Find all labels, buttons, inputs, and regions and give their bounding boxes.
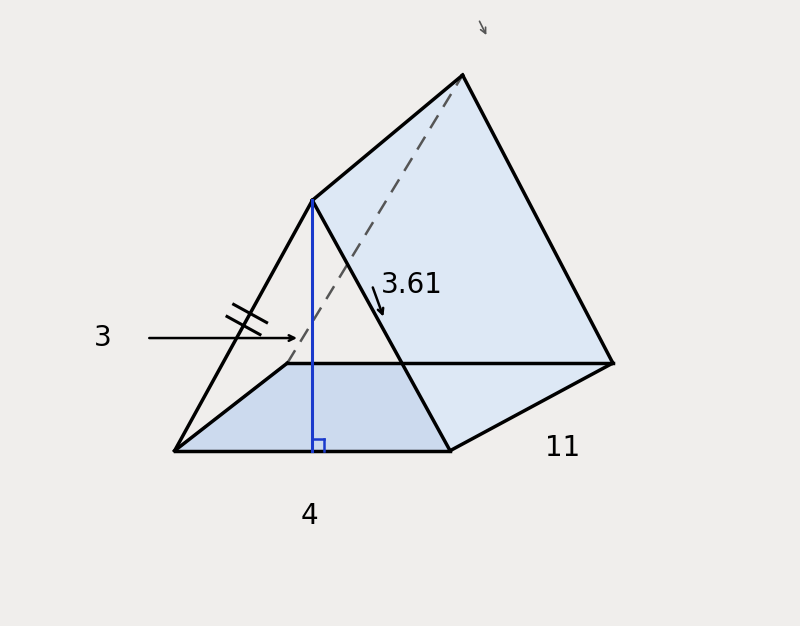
Text: 11: 11 (545, 434, 580, 461)
Polygon shape (174, 363, 613, 451)
Text: 4: 4 (301, 503, 318, 530)
Text: 3.61: 3.61 (382, 271, 443, 299)
Text: 3: 3 (94, 324, 112, 352)
Polygon shape (312, 75, 613, 451)
